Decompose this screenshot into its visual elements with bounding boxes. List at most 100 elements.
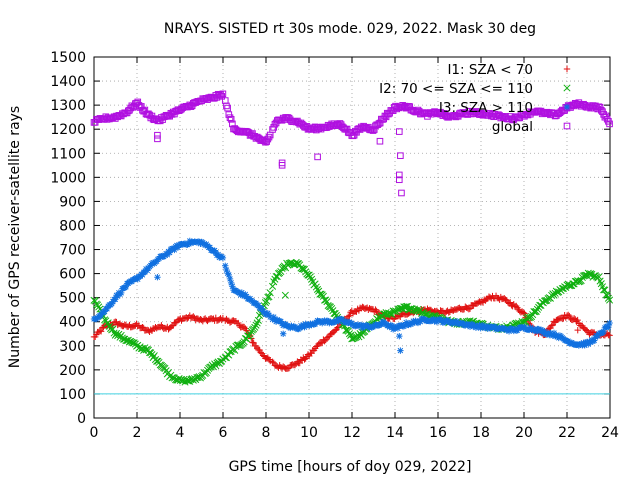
series-2-point <box>136 273 144 280</box>
series-1-point <box>286 259 294 267</box>
series-0-point <box>507 299 514 306</box>
series-2-point <box>223 266 230 274</box>
x-tick-label: 6 <box>219 425 228 441</box>
series-2-point <box>108 300 115 307</box>
series-0-point <box>284 365 292 372</box>
series-2-point <box>197 240 204 247</box>
series-2-point <box>186 237 193 245</box>
series-2-point <box>475 323 482 331</box>
y-tick-label: 600 <box>59 267 86 283</box>
series-1-point <box>252 321 260 329</box>
series-2-point <box>394 325 402 332</box>
series-3-outlier <box>376 137 384 145</box>
x-tick-label: 16 <box>429 425 447 441</box>
series-2-point <box>476 321 483 329</box>
series-0-outlier <box>574 326 581 334</box>
series-2-point <box>277 318 285 325</box>
series-2-point <box>581 342 588 349</box>
series-2-point <box>453 318 461 325</box>
legend-label: I3: SZA > 110 <box>439 100 533 116</box>
series-2-point <box>206 244 214 251</box>
y-tick-label: 300 <box>59 339 86 355</box>
series-2-point <box>438 317 445 324</box>
series-0-point <box>346 312 353 319</box>
legend-label: I1: SZA < 70 <box>447 62 533 78</box>
series-1-point <box>581 271 589 279</box>
series-2-point <box>335 318 342 325</box>
y-tick-label: 100 <box>59 387 86 403</box>
series-1-point <box>600 286 608 294</box>
series-1-point <box>110 329 118 337</box>
series-2-point <box>401 322 409 329</box>
series-2 <box>90 237 613 354</box>
series-2-point <box>225 271 233 279</box>
series-0-point <box>548 322 555 329</box>
legend-label: I2: 70 <= SZA <= 110 <box>379 81 533 97</box>
series-1-point <box>396 304 404 313</box>
series-1-point <box>532 307 540 315</box>
series-2-point <box>358 321 365 329</box>
series-0-point <box>566 312 573 320</box>
series-2-point <box>272 318 280 325</box>
series-2-point <box>417 318 424 325</box>
y-tick-label: 500 <box>59 291 86 307</box>
series-0-point <box>345 313 352 320</box>
series-1 <box>90 258 614 386</box>
series-3-outlier <box>314 153 321 161</box>
x-tick-label: 10 <box>300 425 318 441</box>
series-1-point <box>601 286 609 294</box>
axis-ticks: 0 2 4 6 8 10 12 14 16 18 20 22 240100200300400500600… <box>50 50 619 441</box>
legend-marker <box>563 122 571 130</box>
x-tick-label: 14 <box>386 425 404 441</box>
series-1-point <box>202 369 210 377</box>
series-1-point <box>540 297 549 305</box>
series-2-point <box>605 323 612 331</box>
series-3-outlier <box>397 152 404 159</box>
series-2-point <box>134 276 141 283</box>
series-0-point <box>466 305 474 312</box>
x-tick-label: 8 <box>262 425 271 441</box>
series-0-point <box>570 315 578 322</box>
series-3-point <box>606 120 613 128</box>
series-2-point <box>430 315 437 323</box>
series-2-point <box>226 275 234 283</box>
series-2-point <box>471 322 478 329</box>
series-1-point <box>319 292 327 300</box>
series-3-point <box>226 114 234 121</box>
series-2-point <box>549 332 557 339</box>
y-tick-label: 1400 <box>50 74 86 90</box>
series-1-point <box>323 298 331 306</box>
y-tick-label: 1100 <box>50 146 86 162</box>
series-1-point <box>150 352 158 360</box>
series-2-point <box>171 246 178 254</box>
series-2-point <box>103 305 111 313</box>
y-axis-label: Number of GPS receiver-satellite rays <box>7 106 23 368</box>
legend-marker <box>563 103 571 111</box>
series-0-point <box>249 339 256 346</box>
series-0-point <box>583 327 591 334</box>
series-1-point <box>265 293 273 301</box>
series-2-point <box>606 319 613 327</box>
series-2-point <box>270 313 277 321</box>
series-2-point <box>97 311 105 319</box>
series-2-point <box>521 323 528 331</box>
series-3-outlier <box>398 189 405 197</box>
series-3-point <box>219 90 227 98</box>
series-2-outlier <box>154 274 161 281</box>
x-tick-label: 20 <box>515 425 533 441</box>
series-1-point <box>168 374 176 382</box>
series-0-point <box>606 332 613 339</box>
series-1-point <box>142 346 150 354</box>
y-tick-label: 700 <box>59 243 86 259</box>
series-2-outlier <box>396 332 403 340</box>
series-2-point <box>101 308 108 315</box>
series-1-point <box>565 282 573 290</box>
series-3-point <box>224 104 231 112</box>
series-2-point <box>527 324 534 331</box>
legend: I1: SZA < 70 I2: 70 <= SZA <= 110 I3: SZA … <box>379 62 571 135</box>
series-1-point <box>251 323 259 331</box>
x-tick-label: 0 <box>90 425 99 441</box>
series-1-point <box>316 290 324 298</box>
series-2-point <box>594 332 601 340</box>
